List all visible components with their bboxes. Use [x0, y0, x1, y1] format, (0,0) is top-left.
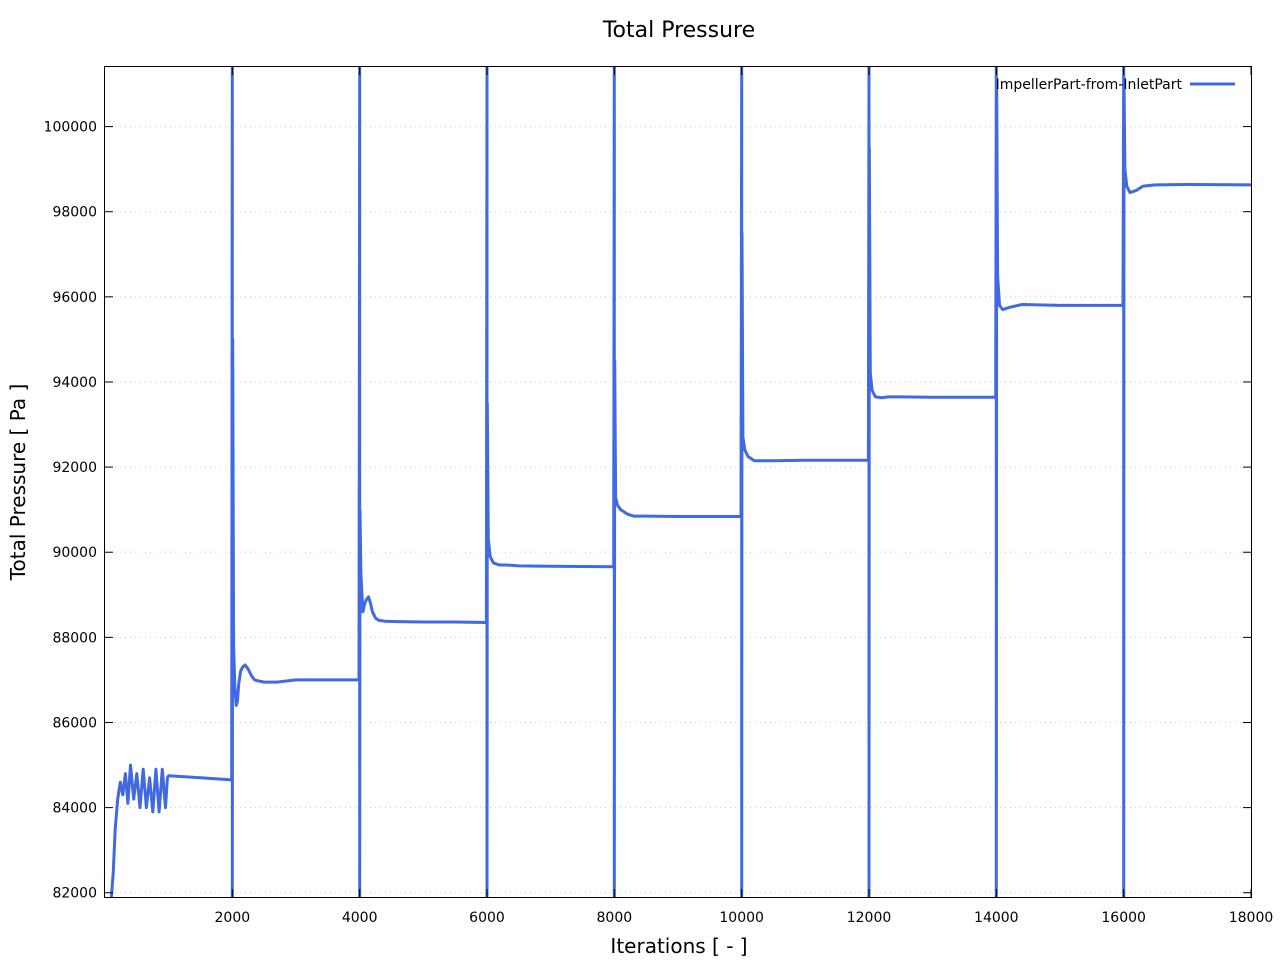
x-tick-label: 4000	[342, 910, 378, 926]
y-tick-label: 84000	[52, 801, 97, 817]
chart-title: Total Pressure	[602, 18, 755, 43]
series-line-0	[109, 67, 1251, 897]
x-tick-label: 16000	[1101, 910, 1146, 926]
legend: ImpellerPart-from-InletPart	[996, 77, 1235, 93]
x-tick-label: 6000	[469, 910, 505, 926]
y-tick-label: 96000	[52, 290, 97, 306]
y-tick-label: 88000	[52, 630, 97, 646]
y-tick-label: 100000	[44, 120, 97, 136]
y-tick-label: 92000	[52, 460, 97, 476]
y-tick-label: 86000	[52, 715, 97, 731]
y-tick-label: 90000	[52, 545, 97, 561]
y-tick-label: 98000	[52, 205, 97, 221]
x-tick-label: 12000	[847, 910, 892, 926]
legend-label: ImpellerPart-from-InletPart	[996, 77, 1183, 93]
series-layer	[109, 67, 1251, 897]
plot-frame	[104, 66, 1252, 898]
x-tick-label: 18000	[1229, 910, 1274, 926]
x-tick-label: 14000	[974, 910, 1019, 926]
x-tick-label: 8000	[597, 910, 633, 926]
tick-layer: 82000 84000 86000 88000 90000 92000 94000 96000…	[44, 67, 1274, 926]
x-axis-label: Iterations [ - ]	[610, 934, 747, 958]
grid-layer	[105, 126, 1251, 894]
x-tick-label: 10000	[719, 910, 764, 926]
x-tick-label: 2000	[215, 910, 251, 926]
y-axis-label: Total Pressure [ Pa ]	[6, 384, 30, 582]
y-tick-label: 94000	[52, 375, 97, 391]
y-tick-label: 82000	[52, 886, 97, 902]
